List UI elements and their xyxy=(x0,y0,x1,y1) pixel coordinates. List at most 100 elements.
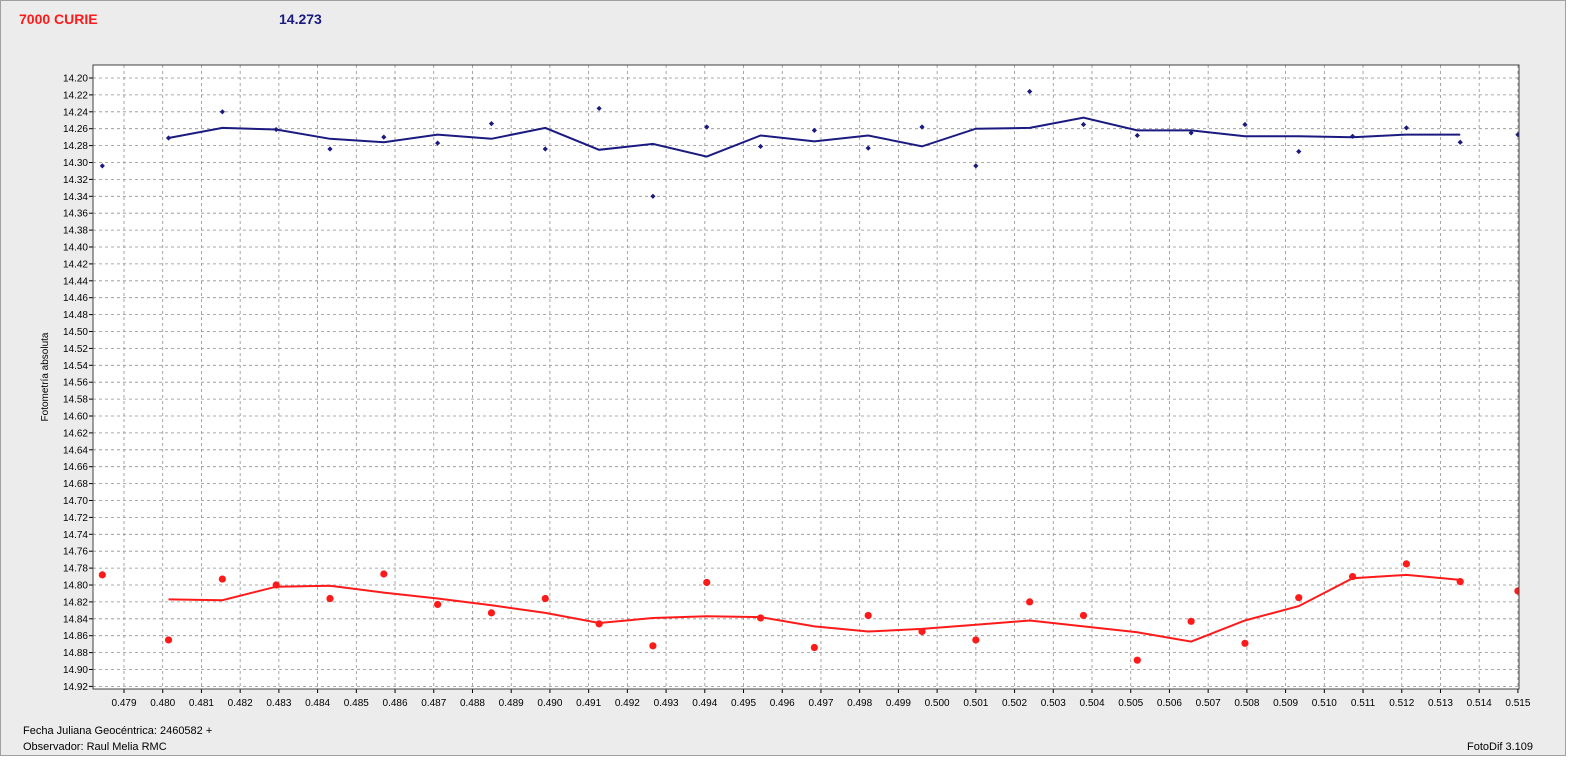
series-1-point xyxy=(542,146,548,152)
y-tick-label: 14.40 xyxy=(63,243,88,254)
y-tick-label: 14.20 xyxy=(63,74,88,85)
y-tick-label: 14.30 xyxy=(63,158,88,169)
x-tick-label: 0.492 xyxy=(615,698,640,709)
y-tick-label: 14.44 xyxy=(63,276,88,287)
y-tick-label: 14.74 xyxy=(63,530,88,541)
series-2-trend-line xyxy=(168,573,1461,643)
y-tick-label: 14.36 xyxy=(63,209,88,220)
series-2-point xyxy=(1402,560,1411,568)
y-tick-label: 14.54 xyxy=(63,361,88,372)
x-tick-label: 0.503 xyxy=(1041,698,1066,709)
reference-magnitude-label: 14.273 xyxy=(279,11,322,27)
series-1-point xyxy=(865,145,871,151)
photometry-chart: 14.20 14.22 14.24 14.26 14.28 14.30 14.32 14.34… xyxy=(40,64,1531,709)
y-tick-label: 14.26 xyxy=(63,124,88,135)
series-1-point xyxy=(1027,88,1033,95)
y-tick-label: 14.64 xyxy=(63,445,88,456)
series-2-point xyxy=(595,620,603,628)
x-tick-label: 0.499 xyxy=(886,698,911,709)
y-tick-label: 14.60 xyxy=(63,412,88,423)
y-tick-label: 14.46 xyxy=(63,293,88,304)
series-2-point xyxy=(972,636,980,644)
series-2-point xyxy=(1348,572,1357,581)
series-1-point xyxy=(811,127,817,133)
series-2-point xyxy=(380,570,388,578)
grid xyxy=(93,65,1519,689)
version-label: FotoDif 3.109 xyxy=(1467,741,1534,753)
x-tick-label: 0.495 xyxy=(731,698,756,709)
series-2-point xyxy=(1079,611,1088,620)
series-1-point xyxy=(1296,148,1302,155)
object-name-label: 7000 CURIE xyxy=(19,11,98,27)
x-tick-label: 0.513 xyxy=(1428,698,1453,709)
series-2-point xyxy=(1241,639,1249,647)
x-tick-label: 0.514 xyxy=(1467,698,1492,709)
x-tick-label: 0.515 xyxy=(1505,698,1530,709)
series-1-point xyxy=(1134,132,1140,139)
x-tick-label: 0.496 xyxy=(770,698,795,709)
y-tick-label: 14.66 xyxy=(63,462,88,473)
x-tick-label: 0.479 xyxy=(111,698,136,709)
x-tick-label: 0.509 xyxy=(1273,698,1298,709)
x-tick-label: 0.506 xyxy=(1157,698,1182,709)
y-tick-label: 14.78 xyxy=(63,564,88,575)
x-tick-label: 0.481 xyxy=(189,698,214,709)
y-axis-ticks: 14.20 14.22 14.24 14.26 14.28 14.30 14.32 14.34… xyxy=(63,74,93,693)
x-tick-label: 0.500 xyxy=(925,698,950,709)
x-tick-label: 0.511 xyxy=(1351,698,1376,709)
y-tick-label: 14.70 xyxy=(63,496,88,507)
y-tick-label: 14.92 xyxy=(63,682,88,693)
series-1-point xyxy=(704,124,710,130)
series-2-point xyxy=(434,600,442,609)
series-2-point xyxy=(218,575,226,583)
y-tick-label: 14.38 xyxy=(63,226,88,237)
y-tick-label: 14.32 xyxy=(63,175,88,186)
y-axis-label: Fotometría absoluta xyxy=(40,332,51,421)
series-1-point xyxy=(1515,132,1519,138)
x-tick-label: 0.485 xyxy=(344,698,369,709)
y-tick-label: 14.80 xyxy=(63,581,88,592)
observer-label: Observador: Raul Melia RMC xyxy=(23,741,167,753)
x-tick-label: 0.491 xyxy=(576,698,601,709)
y-tick-label: 14.56 xyxy=(63,378,88,389)
y-tick-label: 14.34 xyxy=(63,192,88,203)
series-1-point xyxy=(596,105,602,112)
series-2-point xyxy=(1026,598,1034,606)
series-1-point xyxy=(435,140,441,146)
y-tick-label: 14.68 xyxy=(63,479,88,490)
series-1-point xyxy=(219,109,225,115)
y-tick-label: 14.84 xyxy=(63,614,88,625)
series-2-point xyxy=(1514,587,1519,595)
series-1-point xyxy=(973,163,979,169)
series-2-point xyxy=(1456,578,1464,586)
series-group xyxy=(98,88,1519,664)
x-tick-label: 0.504 xyxy=(1079,698,1104,709)
series-2-point xyxy=(810,643,818,652)
series-1-point xyxy=(327,146,333,152)
series-1-point xyxy=(1349,133,1356,139)
series-2-point xyxy=(918,627,926,636)
x-tick-label: 0.487 xyxy=(421,698,446,709)
y-tick-label: 14.76 xyxy=(63,547,88,558)
series-1-point xyxy=(1457,139,1463,145)
series-1-point xyxy=(1242,121,1248,128)
y-tick-label: 14.90 xyxy=(63,665,88,676)
x-tick-label: 0.483 xyxy=(266,698,291,709)
series-2-point xyxy=(756,614,765,622)
series-1-point xyxy=(165,135,172,141)
series-1-point xyxy=(381,134,387,140)
series-2-point xyxy=(864,611,872,620)
y-tick-label: 14.82 xyxy=(63,597,88,608)
x-tick-label: 0.484 xyxy=(305,698,330,709)
x-axis-ticks: 0.479 0.480 0.481 0.482 0.483 0.484 0.485 0.486… xyxy=(111,689,1531,709)
x-tick-label: 0.501 xyxy=(963,698,988,709)
series-1-point xyxy=(1080,121,1087,128)
y-tick-label: 14.62 xyxy=(63,428,88,439)
x-tick-label: 0.498 xyxy=(847,698,872,709)
y-tick-label: 14.50 xyxy=(63,327,88,338)
series-2-point xyxy=(541,594,549,603)
x-tick-label: 0.507 xyxy=(1196,698,1221,709)
y-tick-label: 14.28 xyxy=(63,141,88,152)
series-2-point xyxy=(649,642,657,650)
